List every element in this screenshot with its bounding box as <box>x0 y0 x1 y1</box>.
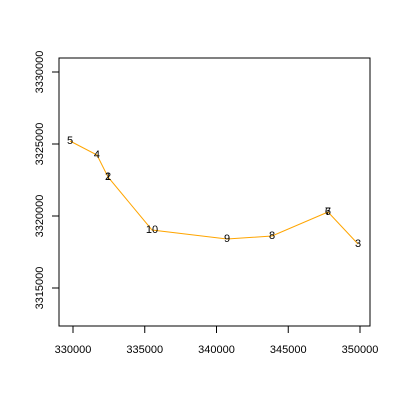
y-tick-label: 3320000 <box>34 195 46 238</box>
x-tick-label: 330000 <box>55 344 92 356</box>
point-label: 7 <box>325 206 331 218</box>
point-label: 1 <box>105 171 111 183</box>
point-label: 4 <box>94 149 100 161</box>
point-label: 8 <box>269 230 275 242</box>
plot-frame <box>58 57 371 327</box>
point-label: 3 <box>355 238 361 250</box>
y-tick-label: 3325000 <box>34 123 46 166</box>
point-label: 2 <box>105 171 111 183</box>
point-label: 6 <box>325 206 331 218</box>
x-tick-label: 335000 <box>126 344 163 356</box>
y-tick-label: 3315000 <box>34 267 46 310</box>
point-label: 9 <box>224 233 230 245</box>
point-label: 5 <box>67 135 73 147</box>
x-tick-label: 350000 <box>342 344 379 356</box>
x-tick-label: 340000 <box>198 344 235 356</box>
y-tick-label: 3330000 <box>34 51 46 94</box>
point-label: 10 <box>146 224 158 236</box>
x-tick-label: 345000 <box>270 344 307 356</box>
data-line <box>69 140 359 245</box>
